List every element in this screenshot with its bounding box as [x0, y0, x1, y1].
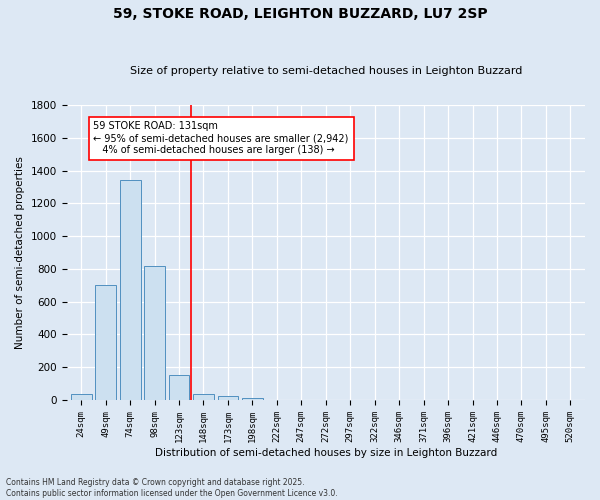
- Bar: [193, 394, 214, 400]
- Bar: [95, 286, 116, 400]
- Bar: [242, 398, 263, 400]
- X-axis label: Distribution of semi-detached houses by size in Leighton Buzzard: Distribution of semi-detached houses by …: [155, 448, 497, 458]
- Text: 59 STOKE ROAD: 131sqm
← 95% of semi-detached houses are smaller (2,942)
   4% of: 59 STOKE ROAD: 131sqm ← 95% of semi-deta…: [94, 122, 349, 154]
- Bar: [218, 396, 238, 400]
- Text: 59, STOKE ROAD, LEIGHTON BUZZARD, LU7 2SP: 59, STOKE ROAD, LEIGHTON BUZZARD, LU7 2S…: [113, 8, 487, 22]
- Bar: [120, 180, 140, 400]
- Title: Size of property relative to semi-detached houses in Leighton Buzzard: Size of property relative to semi-detach…: [130, 66, 522, 76]
- Bar: [144, 266, 165, 400]
- Bar: [71, 394, 92, 400]
- Bar: [169, 376, 190, 400]
- Y-axis label: Number of semi-detached properties: Number of semi-detached properties: [15, 156, 25, 349]
- Text: Contains HM Land Registry data © Crown copyright and database right 2025.
Contai: Contains HM Land Registry data © Crown c…: [6, 478, 338, 498]
